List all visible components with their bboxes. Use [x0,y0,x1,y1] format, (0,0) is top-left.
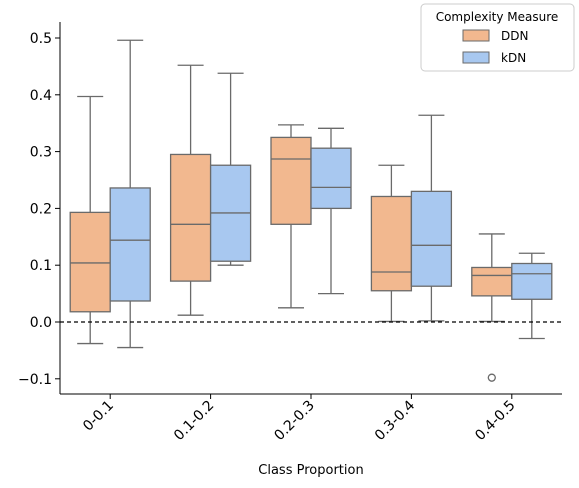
legend-swatch-kdn [462,51,490,64]
legend-frame [420,3,575,72]
x-tick-label: 0.1-0.2 [171,398,217,444]
y-tick-label: 0.5 [30,31,52,47]
box-body [310,147,352,210]
box-kdn-0-0.1 [109,39,151,349]
box-ddn-0.3-0.4 [370,164,413,323]
plot-area [60,39,562,382]
x-tick-label: 0-0.1 [80,398,117,435]
box-ddn-0.1-0.2 [169,64,212,316]
x-tick-label: 0.3-0.4 [372,397,418,443]
box-kdn-0.1-0.2 [209,72,252,266]
box-ddn-0-0.1 [69,95,111,345]
outlier-point [487,373,496,382]
legend-label-ddn: DDN [501,29,528,43]
y-tick-label: 0.2 [30,201,52,217]
box-body [511,262,553,300]
box-ddn-0.2-0.3 [270,124,312,309]
y-axis-ticks: 0.5 0.4 0.3 0.2 0.1 0.0 −0.1 [18,31,60,388]
box-body [370,195,413,292]
x-axis-ticks: 0-0.1 0.1-0.2 0.2-0.3 0.3-0.4 0.4-0.5 [80,394,519,444]
legend-label-kdn: kDN [501,51,526,65]
box-body [109,187,151,302]
box-ddn-0.4-0.5 [471,233,513,382]
y-tick-label: 0.4 [30,88,52,104]
box-body [471,266,513,297]
x-axis-title: Class Proportion [258,463,363,478]
legend: Complexity Measure DDN kDN [420,3,575,72]
box-body [410,190,453,287]
box-kdn-0.2-0.3 [310,127,352,295]
box-body [69,211,111,313]
box-kdn-0.3-0.4 [410,114,453,322]
y-tick-label: 0.1 [30,258,52,274]
x-tick-label: 0.2-0.3 [271,398,317,444]
legend-title: Complexity Measure [436,10,559,24]
y-tick-label: −0.1 [18,372,52,388]
box-body [169,153,212,282]
box-kdn-0.4-0.5 [511,252,553,340]
y-tick-label: 0.0 [30,315,52,331]
y-tick-label: 0.3 [30,145,52,161]
box-body [270,136,312,225]
x-tick-label: 0.4-0.5 [472,398,518,444]
legend-swatch-ddn [462,29,490,42]
